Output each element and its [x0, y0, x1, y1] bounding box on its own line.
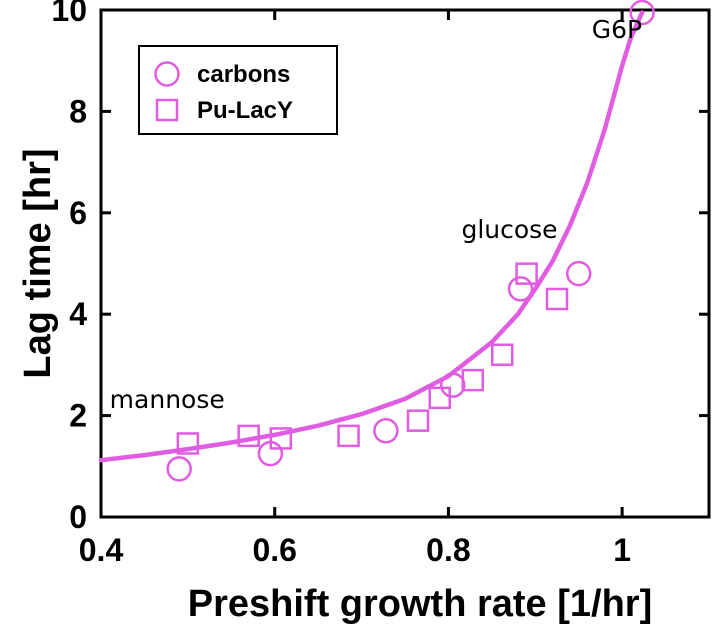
carbons-point [166, 456, 192, 482]
x-tick-label: 0.8 [426, 532, 470, 568]
plot-area [99, 8, 711, 519]
x-axis-title: Preshift growth rate [1/hr] [188, 583, 653, 625]
y-tick-label: 6 [69, 195, 87, 231]
legend: carbons Pu-LacY [138, 45, 338, 135]
annotation-g6p: G6P [592, 15, 642, 44]
annotations: G6P glucose mannose [110, 15, 642, 414]
pu-lacy-point [269, 427, 293, 450]
x-tick-label: 0.6 [252, 532, 296, 568]
carbons-point [629, 0, 655, 26]
fit-curve [98, 10, 645, 463]
annotation-glucose: glucose [461, 215, 557, 244]
y-tick-label: 10 [51, 0, 87, 28]
carbons-point [507, 276, 534, 302]
legend-marker-circle [154, 61, 180, 87]
data-marks [98, 0, 655, 482]
legend-label: carbons [197, 61, 290, 88]
pu-lacy-point [428, 386, 451, 410]
pu-lacy-point [545, 287, 569, 311]
pu-lacy-point [491, 343, 514, 367]
x-tick-label: 0.4 [79, 532, 124, 568]
y-tick-label: 8 [69, 93, 87, 129]
y-tick-label: 4 [69, 296, 87, 332]
y-tick-label: 0 [69, 499, 87, 535]
legend-marker-square [155, 98, 179, 122]
annotation-mannose: mannose [110, 385, 225, 414]
pu-lacy-point [337, 424, 360, 448]
pu-lacy-point [176, 432, 200, 455]
y-tick-label: 2 [69, 398, 87, 434]
carbons-point [565, 260, 592, 287]
y-axis-title: Lag time [hr] [17, 148, 59, 378]
carbons-point [373, 418, 399, 444]
pu-lacy-point [515, 262, 538, 285]
pu-lacy-point [461, 368, 484, 392]
x-tick-label: 1 [613, 532, 631, 568]
plot-frame [99, 8, 711, 519]
legend-label: Pu-LacY [197, 97, 293, 124]
pu-lacy-point [406, 409, 430, 432]
